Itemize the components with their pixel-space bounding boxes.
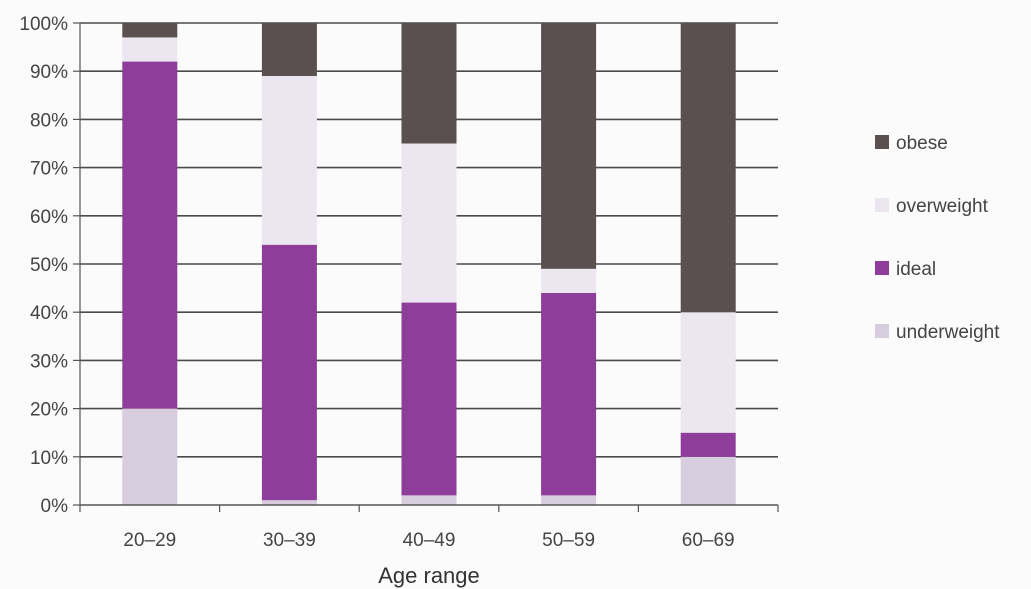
bar-segment-overweight	[401, 143, 457, 303]
legend: obese overweight ideal underweight	[875, 133, 1000, 343]
legend-swatch	[875, 261, 889, 275]
y-tick-label: 50%	[30, 255, 68, 276]
y-tick-label: 70%	[30, 159, 68, 180]
legend-item-ideal: ideal	[875, 259, 936, 280]
bar-segment-obese	[122, 23, 178, 38]
bar-segment-overweight	[680, 312, 736, 433]
y-tick-label: 0%	[41, 496, 69, 517]
legend-item-overweight: overweight	[875, 196, 989, 217]
bar-segment-obese	[261, 23, 317, 77]
legend-label: overweight	[896, 196, 989, 217]
legend-label: obese	[896, 133, 948, 154]
y-axis-ticks: 0% 10% 20% 30% 40% 50% 60% 70% 80% 90% 100%	[19, 14, 81, 517]
bar-segment-ideal	[261, 244, 317, 501]
bar-segment-underweight	[541, 495, 597, 505]
legend-swatch	[875, 324, 889, 338]
y-tick-label: 80%	[30, 110, 68, 131]
legend-swatch	[875, 135, 889, 149]
x-tick-label: 40–49	[403, 530, 456, 551]
x-axis-title: Age range	[378, 563, 480, 588]
bar-segment-ideal	[680, 432, 736, 457]
bar-segment-ideal	[401, 302, 457, 496]
y-tick-label: 60%	[30, 207, 68, 228]
bar-segment-obese	[680, 23, 736, 313]
bar-segment-obese	[541, 23, 597, 269]
bar-segment-overweight	[261, 76, 317, 245]
bar-segment-underweight	[122, 408, 178, 505]
bar-segment-underweight	[401, 495, 457, 505]
x-tick-label: 50–59	[542, 530, 595, 551]
bar-segment-underweight	[261, 500, 317, 505]
bar-segment-overweight	[541, 268, 597, 293]
x-tick-label: 30–39	[263, 530, 316, 551]
y-tick-label: 40%	[30, 303, 68, 324]
y-tick-label: 20%	[30, 400, 68, 421]
legend-label: underweight	[896, 322, 1000, 343]
legend-item-obese: obese	[875, 133, 948, 154]
bar-segment-underweight	[680, 456, 736, 505]
x-tick-label: 20–29	[123, 530, 176, 551]
legend-swatch	[875, 198, 889, 212]
legend-label: ideal	[896, 259, 936, 280]
y-tick-label: 10%	[30, 448, 68, 469]
bars	[122, 23, 736, 505]
x-tick-label: 60–69	[682, 530, 735, 551]
bar-segment-ideal	[541, 292, 597, 496]
bar-segment-overweight	[122, 37, 178, 62]
y-tick-label: 90%	[30, 62, 68, 83]
bar-segment-ideal	[122, 61, 178, 409]
x-axis: 20–29 30–39 40–49 50–59 60–69	[79, 504, 779, 551]
bar-segment-obese	[401, 23, 457, 144]
legend-item-underweight: underweight	[875, 322, 1000, 343]
y-tick-label: 100%	[19, 14, 68, 35]
y-tick-label: 30%	[30, 351, 68, 372]
